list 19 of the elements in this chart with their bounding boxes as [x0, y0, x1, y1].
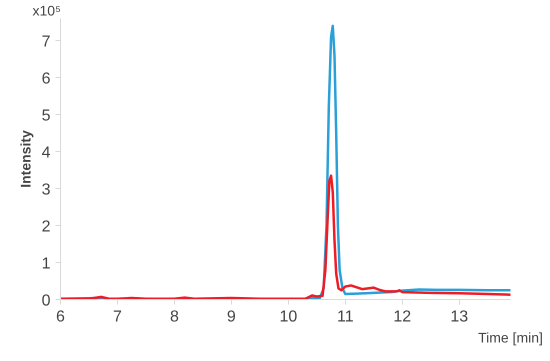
- x-tick-label: 7: [113, 308, 122, 326]
- x-tick-label: 6: [56, 308, 66, 326]
- y-axis-title: Intensity: [18, 130, 34, 188]
- x-tick-label: 12: [393, 308, 412, 326]
- x-axis-title: Time [min]: [478, 330, 543, 346]
- annotation: x10⁵: [32, 2, 61, 18]
- y-tick-label: 3: [42, 182, 51, 199]
- x-tick-label: 10: [279, 308, 298, 326]
- x-tick-label: 11: [337, 308, 354, 326]
- y-tick-label: 1: [42, 256, 51, 273]
- y-tick-label: 4: [42, 144, 51, 162]
- y-tick-label: 6: [42, 70, 51, 88]
- y-tick-label: 2: [42, 218, 51, 236]
- y-tick-label: 5: [42, 108, 51, 125]
- y-tick-label: 0: [42, 292, 51, 310]
- x-tick-label: 9: [226, 308, 236, 326]
- x-tick-label: 8: [170, 308, 179, 326]
- x-tick-label: 13: [450, 308, 468, 326]
- y-tick-label: 7: [42, 34, 51, 51]
